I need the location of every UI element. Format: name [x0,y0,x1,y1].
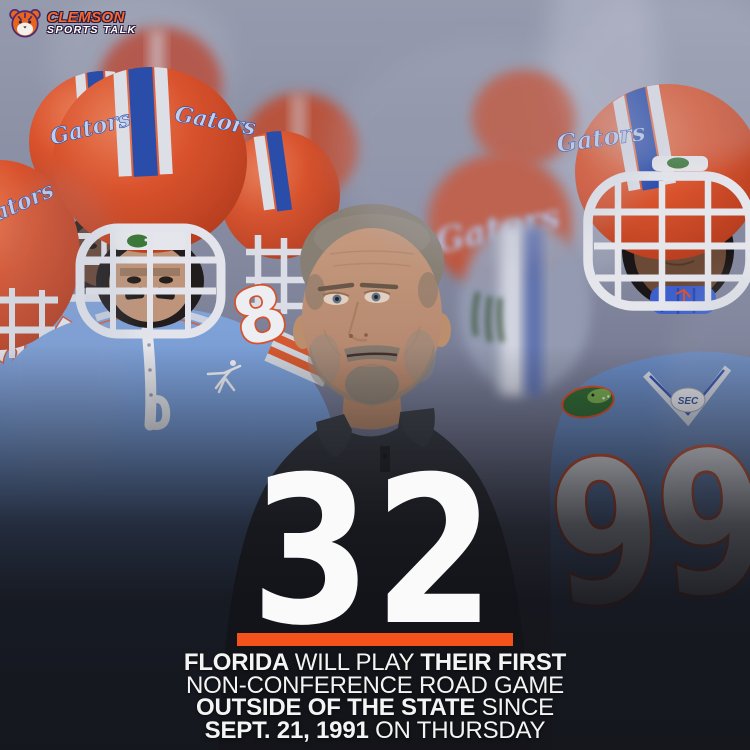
brand-tagline: SPORTS TALK [47,24,137,37]
orange-divider [237,633,513,646]
caption-line-2: NON-CONFERENCE ROAD GAME [186,671,564,699]
caption-block: FLORIDA WILL PLAY THEIR FIRST NON-CONFER… [0,649,750,744]
stat-number: 32 [251,436,497,646]
caption-line-3: OUTSIDE OF THE STATE SINCE [196,694,554,722]
brand-logo: CLEMSON SPORTS TALK [8,6,137,40]
caption-line-4: SEPT. 21, 1991 ON THURSDAY [204,716,546,744]
brand-name: CLEMSON [47,8,125,26]
caption-line-1: FLORIDA WILL PLAY THEIR FIRST [183,649,567,676]
tiger-head-icon [9,8,41,38]
stat-block: 32 [251,436,497,646]
